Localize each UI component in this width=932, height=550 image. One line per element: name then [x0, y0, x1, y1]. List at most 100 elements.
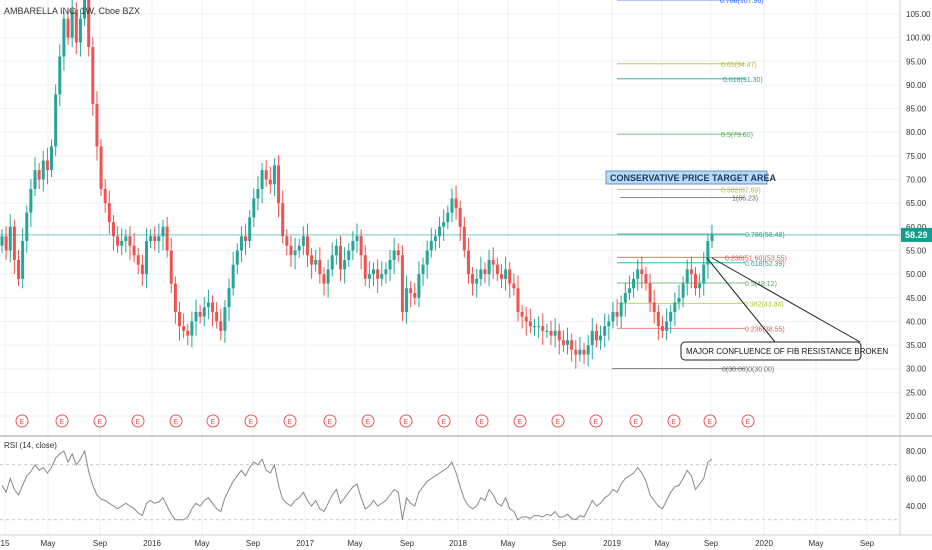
candle-body: [74, 9, 78, 43]
price-tick-label: 20.00: [906, 412, 927, 421]
candle-body: [173, 283, 177, 312]
candle-body: [50, 146, 54, 171]
price-tick-label: 100.00: [906, 34, 931, 43]
candle-body: [120, 241, 124, 246]
candle-body: [264, 170, 268, 180]
candle-body: [466, 250, 470, 275]
candle-body: [326, 269, 330, 284]
earnings-label: E: [288, 419, 293, 426]
time-tick-label: May: [654, 539, 669, 548]
time-tick-label: Sep: [400, 539, 415, 548]
time-tick-label: 2019: [603, 539, 621, 548]
candle-body: [293, 250, 297, 256]
earnings-marker: [283, 414, 297, 428]
price-tick-label: 85.00: [906, 105, 927, 114]
candle-body: [574, 349, 578, 355]
candle-body: [260, 170, 264, 189]
candle-body: [202, 307, 206, 317]
candle-body: [355, 236, 359, 242]
fib-label: 0.5(79.60): [721, 132, 753, 139]
time-axis: 15 May Sep 2016 May Sep 2017 May Sep 2018 May Sep 20…: [0, 534, 932, 548]
candle-body: [351, 241, 355, 251]
candle-body: [70, 9, 74, 38]
candle-body: [636, 269, 640, 279]
candle-body: [446, 212, 450, 223]
candle-body: [165, 226, 169, 251]
price-tick-label: 90.00: [906, 81, 927, 90]
candlestick-series: [0, 0, 900, 369]
earnings-marker: [131, 414, 145, 428]
price-tick-label: 25.00: [906, 388, 927, 397]
candle-body: [681, 283, 685, 298]
candle-body: [400, 255, 404, 312]
candle-body: [21, 241, 25, 279]
candle-body: [153, 236, 157, 242]
candle-body: [396, 250, 400, 256]
callout-label: MAJOR CONFLUENCE OF FIB RESISTANCE BROKE…: [686, 347, 888, 356]
chart-title: AMBARELLA INC, 1W, Cboe BZX: [4, 6, 140, 16]
candle-body: [235, 250, 239, 265]
candle-body: [248, 217, 252, 242]
time-tick-label: Sep: [860, 539, 875, 548]
price-tick-label: 60.00: [906, 223, 927, 232]
fib-label: 0.5(48.12): [745, 281, 777, 288]
price-axis: 105.00 100.00 95.00 90.00 85.00 80.00 75.00 70.…: [899, 0, 931, 535]
candle-body: [537, 326, 541, 328]
fib-label: 0.382(43.84): [744, 301, 784, 308]
candle-body: [4, 236, 8, 251]
candle-body: [363, 255, 367, 279]
price-tick-label: 105.00: [906, 10, 931, 19]
earnings-label: E: [708, 419, 713, 426]
earnings-marker: [323, 414, 337, 428]
candle-body: [442, 222, 446, 227]
candle-body: [656, 311, 660, 327]
target-area-box: [605, 170, 768, 185]
candle-body: [652, 302, 656, 312]
time-tick-label: May: [194, 539, 209, 548]
candle-body: [599, 335, 603, 341]
earnings-label: E: [328, 419, 333, 426]
candle-body: [603, 326, 607, 336]
price-tick-label: 75.00: [906, 152, 927, 161]
candle-body: [702, 264, 706, 284]
candle-body: [644, 274, 648, 284]
earnings-label: E: [480, 419, 485, 426]
candle-body: [524, 316, 528, 322]
fib-label: 0(30.00)0(30.00): [722, 367, 774, 374]
fib-label: 0.618(52.39): [745, 261, 785, 268]
candle-body: [169, 250, 173, 284]
candle-body: [318, 259, 322, 275]
earnings-label: E: [672, 419, 677, 426]
rsi-pane: 80.00 60.00 40.00: [0, 435, 932, 521]
candle-body: [685, 269, 689, 284]
candle-body: [272, 165, 276, 185]
candle-body: [520, 311, 524, 317]
candle-body: [87, 0, 91, 48]
candle-body: [161, 226, 165, 237]
candle-body: [29, 188, 33, 213]
candle-body: [41, 160, 45, 180]
earnings-marker: [437, 414, 451, 428]
candle-body: [570, 340, 574, 350]
candle-body: [223, 307, 227, 331]
time-tick-label: Sep: [552, 539, 567, 548]
candle-body: [582, 349, 586, 355]
candle-body: [561, 340, 565, 346]
candle-body: [111, 222, 115, 237]
candle-body: [462, 226, 466, 251]
candle-body: [376, 269, 380, 279]
earnings-marker: [703, 414, 717, 428]
candle-body: [665, 321, 669, 331]
candle-body: [107, 203, 111, 223]
earnings-label: E: [634, 419, 639, 426]
candle-body: [83, 0, 87, 19]
candle-body: [0, 236, 4, 246]
candle-body: [429, 241, 433, 251]
candle-body: [693, 274, 697, 289]
candle-body: [384, 269, 388, 275]
candle-body: [660, 326, 664, 331]
candle-body: [487, 259, 491, 275]
fib-label: 0.786(107.96): [720, 0, 764, 5]
candle-body: [186, 330, 190, 336]
candle-body: [281, 203, 285, 237]
